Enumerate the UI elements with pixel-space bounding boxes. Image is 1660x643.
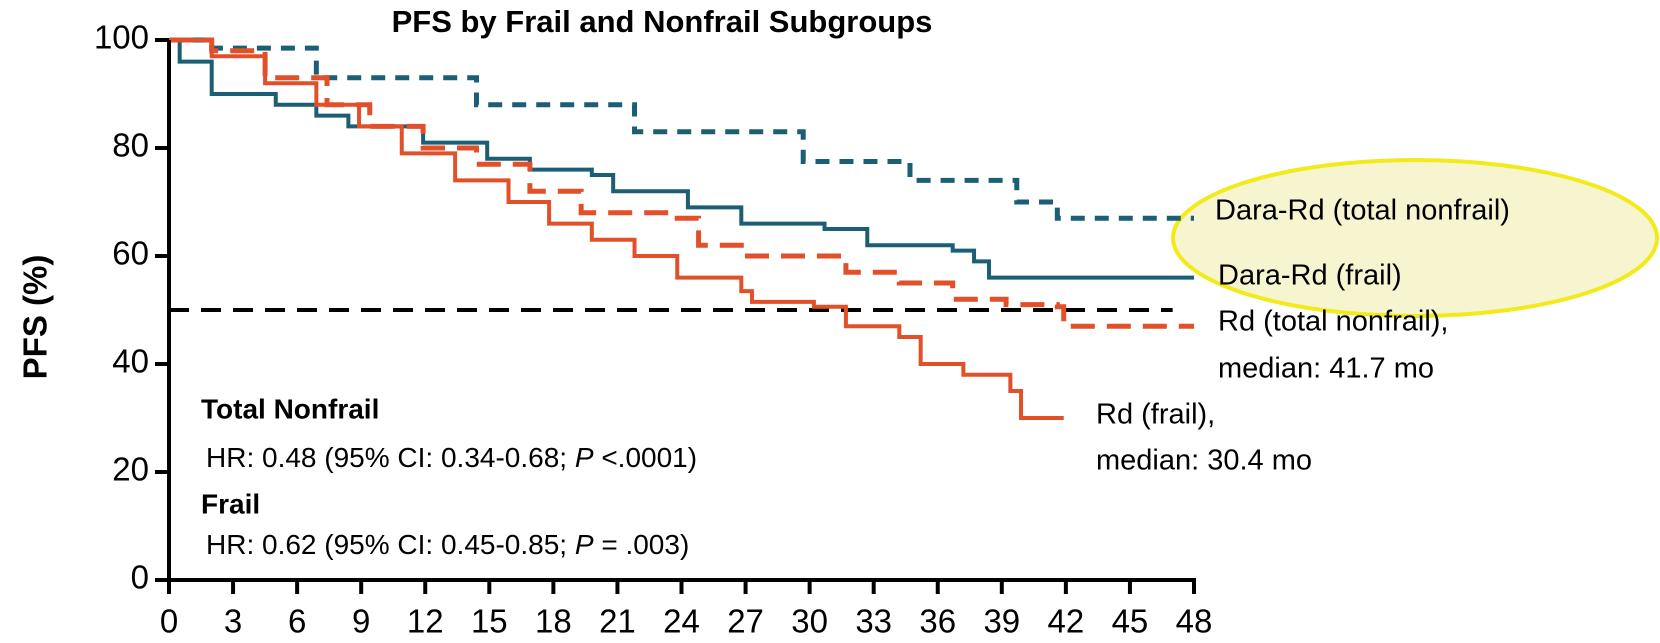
survival-curve [169, 37, 1194, 221]
annotation-part: P [575, 529, 594, 560]
x-tick-label: 39 [983, 603, 1020, 640]
survival-curve [169, 38, 1064, 420]
x-tick-label: 3 [224, 603, 242, 640]
highlight-ellipse [1171, 158, 1659, 318]
series-label: Rd (total nonfrail), [1218, 306, 1449, 338]
median-label: median: 30.4 mo [1096, 445, 1312, 477]
y-tick-label: 40 [112, 343, 149, 380]
x-tick-label: 21 [599, 603, 636, 640]
y-tick-label: 0 [131, 559, 149, 596]
x-tick-label: 27 [727, 603, 764, 640]
x-tick-label: 9 [352, 603, 370, 640]
x-tick-label: 36 [919, 603, 956, 640]
series-label: Dara-Rd (total nonfrail) [1215, 195, 1510, 227]
annotation-heading: Frail [201, 488, 260, 519]
x-tick-label: 18 [535, 603, 572, 640]
x-tick-label: 33 [855, 603, 892, 640]
survival-curve [169, 38, 1194, 280]
median-label: median: 41.7 mo [1218, 353, 1434, 385]
y-tick-label: 100 [94, 19, 149, 56]
annotation-heading: Total Nonfrail [201, 393, 379, 424]
annotation-text: HR: 0.62 (95% CI: 0.45-0.85; P = .003) [206, 529, 689, 560]
y-tick-label: 80 [112, 127, 149, 164]
chart-title: PFS by Frail and Nonfrail Subgroups [392, 4, 933, 39]
annotation-part: P [575, 442, 594, 473]
annotation-part: = .003) [594, 529, 690, 560]
x-tick-label: 30 [791, 603, 828, 640]
x-tick-label: 15 [471, 603, 508, 640]
x-tick-label: 0 [160, 603, 178, 640]
x-tick-label: 6 [288, 603, 306, 640]
x-tick-label: 48 [1176, 603, 1213, 640]
annotation-part: HR: 0.48 (95% CI: 0.34-0.68; [206, 442, 575, 473]
series-label: Dara-Rd (frail) [1218, 260, 1402, 292]
x-tick-label: 24 [663, 603, 700, 640]
survival-curve [169, 37, 1194, 329]
annotation-part: HR: 0.62 (95% CI: 0.45-0.85; [206, 529, 575, 560]
annotation-part: <.0001) [594, 442, 698, 473]
series-label: Rd (frail), [1096, 399, 1215, 431]
y-tick-label: 60 [112, 235, 149, 272]
y-axis-label: PFS (%) [17, 255, 54, 380]
x-tick-label: 42 [1048, 603, 1085, 640]
x-tick-label: 12 [407, 603, 444, 640]
x-tick-label: 45 [1112, 603, 1149, 640]
y-tick-label: 20 [112, 451, 149, 488]
annotation-text: HR: 0.48 (95% CI: 0.34-0.68; P <.0001) [206, 442, 697, 473]
